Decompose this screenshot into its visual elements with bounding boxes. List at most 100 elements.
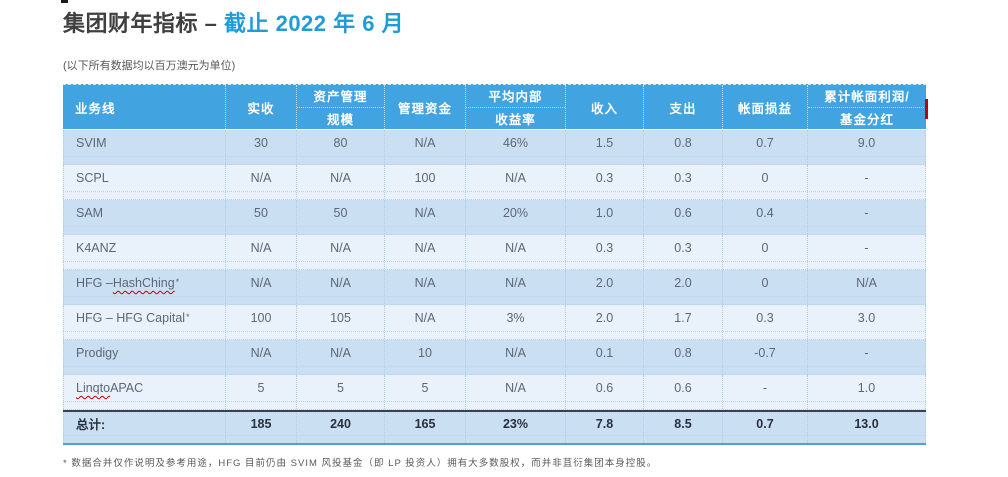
table-cell: 3.0	[808, 305, 926, 339]
table-cell: 0	[723, 235, 808, 269]
table-cell: -0.7	[723, 340, 808, 374]
business-line-cell: 总计:	[63, 412, 226, 443]
table-cell: N/A	[466, 375, 566, 409]
table-row: SVIM 30 80 N/A 46% 1.5 0.8 0.7 9.0	[63, 130, 926, 165]
footnote: * 数据合并仅作说明及参考用途，HFG 目前仍由 SVIM 风投基金（即 LP …	[63, 458, 658, 469]
table-cell: N/A	[226, 165, 297, 199]
table-cell: N/A	[385, 235, 466, 269]
table-cell: 2.0	[566, 305, 644, 339]
table-cell: -	[808, 200, 926, 234]
table-cell: 240	[297, 412, 385, 443]
table-cell: 0.8	[644, 340, 723, 374]
total-row: 总计: 185 240 165 23% 7.8 8.5 0.7 13.0	[63, 410, 926, 445]
business-line-cell: Linqto APAC	[63, 375, 226, 409]
table-cell: N/A	[466, 235, 566, 269]
business-line-cell: HFG – HFG Capital *	[63, 305, 226, 339]
misspelled-word: HashChing	[112, 276, 175, 290]
column-header: 收入	[566, 85, 644, 129]
text-cursor-artifact	[61, 0, 68, 3]
table-cell: 5	[385, 375, 466, 409]
table-cell: 0.4	[723, 200, 808, 234]
table-cell: N/A	[385, 130, 466, 164]
table-cell: 0.1	[566, 340, 644, 374]
table-cell: 5	[297, 375, 385, 409]
table-cell: 0.3	[723, 305, 808, 339]
table-cell: 46%	[466, 130, 566, 164]
table-cell: N/A	[808, 270, 926, 304]
table-cell: 0.3	[566, 235, 644, 269]
column-header-label: 业务线	[75, 101, 116, 116]
table-row: SCPL N/A N/A 100 N/A 0.3 0.3 0-	[63, 165, 926, 200]
table-cell: -	[808, 165, 926, 199]
column-header-label: 基金分红	[808, 106, 926, 130]
column-header-label: 收入	[590, 101, 618, 116]
business-line-cell: SVIM	[63, 130, 226, 164]
table-cell: 100	[226, 305, 297, 339]
table-cell: 1.0	[808, 375, 926, 409]
column-header: 管理资金	[385, 85, 466, 129]
table-cell: N/A	[466, 340, 566, 374]
column-header: 资产管理 规模	[297, 85, 385, 129]
table-cell: 0.6	[644, 375, 723, 409]
table-cell: N/A	[466, 165, 566, 199]
table-cell: 50	[226, 200, 297, 234]
page-title-prefix: 集团财年指标 –	[63, 11, 224, 36]
table-cell: N/A	[297, 340, 385, 374]
column-header-label: 帐面损益	[737, 101, 792, 116]
table-cell: 0.3	[566, 165, 644, 199]
table-cell: 9.0	[808, 130, 926, 164]
column-header: 支出	[644, 85, 723, 129]
table-cell: 50	[297, 200, 385, 234]
table-cell: N/A	[297, 270, 385, 304]
table-cell: -	[808, 235, 926, 269]
column-header-label: 收益率	[466, 106, 565, 130]
table-cell: 0	[723, 270, 808, 304]
table-cell: 30	[226, 130, 297, 164]
column-header-label: 实收	[247, 101, 275, 116]
table-cell: 3%	[466, 305, 566, 339]
table-cell: 0.3	[644, 165, 723, 199]
table-cell: 13.0	[808, 412, 926, 443]
column-header: 累计帐面利润/基金分红	[808, 85, 926, 129]
column-header: 帐面损益	[723, 85, 808, 129]
page-title: 集团财年指标 – 截止 2022 年 6 月	[63, 6, 404, 38]
table-cell: 0.3	[644, 235, 723, 269]
table-cell: 0	[723, 165, 808, 199]
table-row: Linqto APAC 5 5 5 N/A 0.6 0.6-1.0	[63, 375, 926, 410]
column-header-label: 累计帐面利润/	[824, 90, 910, 105]
table-cell: 0.6	[644, 200, 723, 234]
table-cell: 7.8	[566, 412, 644, 443]
table-row: K4ANZ N/A N/A N/A N/A 0.3 0.3 0-	[63, 235, 926, 270]
misspelled-word: Linqto	[76, 381, 111, 395]
table-cell: 1.5	[566, 130, 644, 164]
table-cell: 5	[226, 375, 297, 409]
table-cell: N/A	[297, 165, 385, 199]
table-cell: 8.5	[644, 412, 723, 443]
table-cell: -	[808, 340, 926, 374]
business-line-cell: SCPL	[63, 165, 226, 199]
column-header-label: 规模	[297, 106, 384, 130]
table-cell: -	[723, 375, 808, 409]
table-cell: 105	[297, 305, 385, 339]
table-cell: 185	[226, 412, 297, 443]
table-row: HFG – HFG Capital * 100 105 N/A 3% 2.0 1.7 0.3 3.…	[63, 305, 926, 340]
business-line-cell: Prodigy	[63, 340, 226, 374]
column-header: 业务线	[63, 85, 226, 129]
table-cell: 0.7	[723, 130, 808, 164]
table-row: HFG – HashChing * N/A N/A N/A N/A 2.0 2.0 0 N/A	[63, 270, 926, 305]
table-cell: 80	[297, 130, 385, 164]
page-title-date: 截止 2022 年 6 月	[223, 11, 405, 36]
column-header-label: 管理资金	[397, 101, 452, 116]
units-note: (以下所有数据均以百万澳元为单位)	[63, 60, 236, 72]
table-cell: 1.7	[644, 305, 723, 339]
column-header: 平均内部 收益率	[466, 85, 566, 129]
footnote-asterisk: *	[175, 277, 180, 287]
table-cell: N/A	[297, 235, 385, 269]
table-cell: 2.0	[644, 270, 723, 304]
table-cell: 23%	[466, 412, 566, 443]
table-cell: N/A	[466, 270, 566, 304]
column-header-label: 支出	[669, 101, 697, 116]
table-cell: 100	[385, 165, 466, 199]
table-cell: N/A	[226, 340, 297, 374]
